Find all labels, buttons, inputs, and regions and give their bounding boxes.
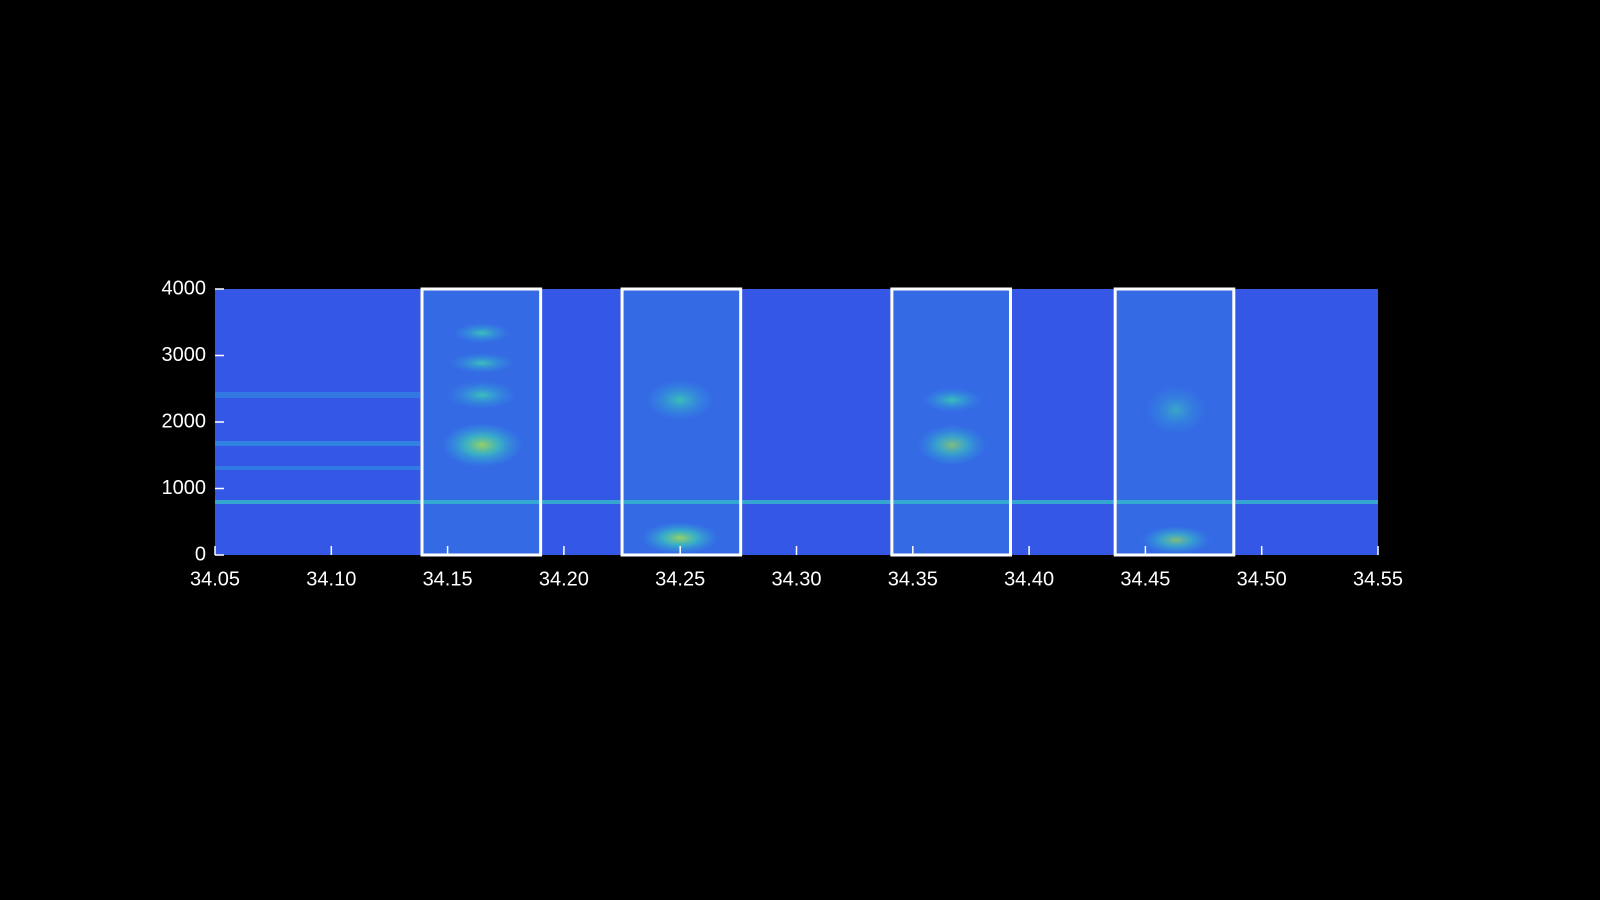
band xyxy=(215,392,420,398)
highlight-box xyxy=(890,287,1012,557)
y-tick-label: 4000 xyxy=(162,277,207,299)
highlight-box xyxy=(620,287,743,557)
x-tick-label: 34.35 xyxy=(888,568,938,590)
energy-blob xyxy=(918,425,986,465)
spectrogram-background xyxy=(215,289,1378,555)
y-tick-label: 3000 xyxy=(162,344,207,366)
x-tick-label: 34.55 xyxy=(1353,568,1403,590)
energy-blob xyxy=(454,323,510,343)
x-tick-label: 34.25 xyxy=(655,568,705,590)
x-tick-label: 34.30 xyxy=(771,568,821,590)
energy-blob xyxy=(448,381,516,409)
x-tick-label: 34.50 xyxy=(1237,568,1287,590)
y-tick-label: 2000 xyxy=(162,410,207,432)
energy-blob xyxy=(646,380,714,420)
x-tick-label: 34.10 xyxy=(306,568,356,590)
energy-blob xyxy=(642,522,718,554)
x-tick-label: 34.15 xyxy=(423,568,473,590)
x-tick-label: 34.45 xyxy=(1120,568,1170,590)
x-tick-label: 34.40 xyxy=(1004,568,1054,590)
energy-blob xyxy=(450,353,514,373)
highlight-box xyxy=(1113,287,1236,557)
y-tick-label: 0 xyxy=(195,543,206,565)
x-tick-label: 34.05 xyxy=(190,568,240,590)
energy-blob xyxy=(442,423,522,467)
y-tick-label: 1000 xyxy=(162,477,207,499)
energy-blob xyxy=(922,388,982,412)
band xyxy=(215,500,1378,504)
energy-blob xyxy=(1146,386,1206,434)
band xyxy=(215,441,420,446)
band xyxy=(215,466,420,470)
energy-blob xyxy=(1142,526,1210,554)
highlight-box xyxy=(420,287,543,557)
x-tick-label: 34.20 xyxy=(539,568,589,590)
